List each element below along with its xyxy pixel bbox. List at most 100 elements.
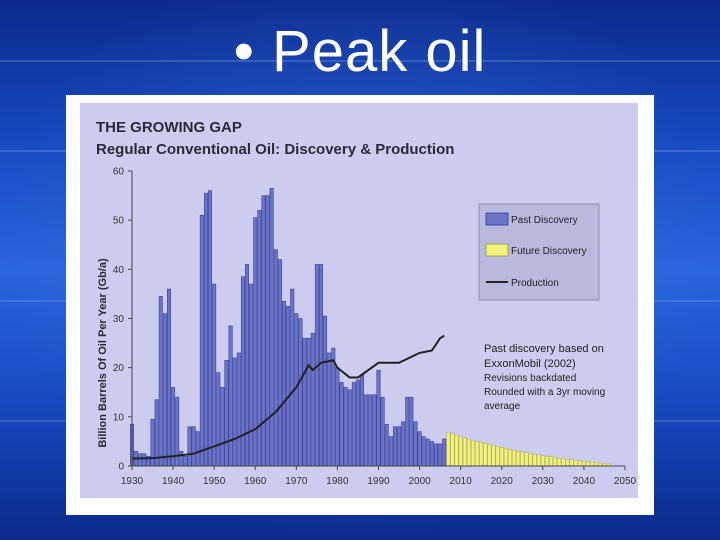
legend-label-past-discovery: Past Discovery: [511, 215, 578, 226]
x-tick-label: 2050: [614, 476, 637, 487]
past-discovery-bar: [384, 423, 389, 467]
past-discovery-bar: [343, 387, 348, 467]
past-discovery-bar: [405, 396, 410, 467]
past-discovery-bar: [154, 399, 159, 467]
past-discovery-bar: [397, 426, 402, 467]
past-discovery-bar: [376, 369, 381, 467]
x-tick-label: 2030: [532, 476, 555, 487]
x-tick-label: 1990: [367, 476, 390, 487]
future-discovery-bar: [586, 461, 590, 467]
past-discovery-bar: [240, 276, 245, 467]
future-discovery-bar: [573, 459, 578, 467]
past-discovery-bar: [442, 438, 447, 467]
past-discovery-bar: [277, 259, 282, 467]
future-discovery-bar: [475, 441, 480, 467]
chart-legend: Past Discovery Future Discovery Producti…: [478, 203, 600, 301]
past-discovery-bar: [409, 396, 414, 467]
annotation-line-3: Revisions backdated: [484, 373, 576, 384]
past-discovery-bar: [195, 431, 200, 467]
past-discovery-bar: [269, 187, 274, 467]
past-discovery-bar: [335, 367, 340, 467]
legend-swatch-past-discovery: [485, 212, 509, 226]
future-discovery-bar: [516, 451, 521, 467]
past-discovery-bar: [224, 360, 229, 467]
future-discovery-bar: [499, 447, 504, 467]
future-discovery-bar: [479, 442, 484, 467]
annotation-line-2: ExxonMobil (2002): [484, 358, 576, 370]
past-discovery-bar: [380, 396, 385, 467]
annotation-line-5: average: [484, 401, 521, 412]
past-discovery-bar: [216, 372, 221, 467]
past-discovery-bar: [245, 264, 250, 467]
past-discovery-bar: [413, 421, 418, 467]
future-discovery-bar: [594, 462, 599, 467]
x-tick-label: 2010: [450, 476, 473, 487]
past-discovery-bar: [220, 387, 225, 467]
ticks-layer: 1930 1940 1950 1960 1970 1980 1990 2000 2010 2020…: [113, 167, 637, 488]
x-tick-label: 1980: [326, 476, 349, 487]
future-discovery-bar: [540, 455, 545, 467]
future-discovery-bar: [458, 436, 463, 467]
past-discovery-bar: [438, 443, 443, 467]
past-discovery-bar: [302, 337, 307, 467]
past-discovery-bar: [228, 325, 233, 467]
future-discovery-bar: [536, 454, 541, 467]
past-discovery-bar: [331, 347, 336, 467]
future-discovery-bar: [487, 444, 492, 467]
past-discovery-bar: [171, 387, 176, 467]
past-discovery-bar: [347, 389, 352, 467]
y-tick-label: 20: [113, 363, 125, 374]
future-discovery-bar: [446, 432, 451, 467]
past-discovery-bar: [187, 426, 192, 467]
past-discovery-bar: [298, 318, 303, 467]
past-discovery-bar: [401, 421, 406, 467]
past-discovery-bar: [290, 288, 295, 467]
past-discovery-bar: [339, 382, 344, 467]
past-discovery-bar: [306, 337, 311, 467]
future-discovery-bar: [491, 445, 496, 467]
slide-title: • Peak oil: [233, 19, 487, 84]
past-discovery-bar: [208, 190, 213, 467]
past-discovery-bar: [273, 249, 278, 467]
future-discovery-bar: [508, 449, 512, 467]
past-discovery-bar: [191, 426, 196, 467]
future-discovery-bar: [545, 455, 549, 467]
past-discovery-bar: [261, 195, 266, 467]
past-discovery-bar: [236, 352, 241, 467]
future-discovery-bar: [503, 448, 508, 467]
past-discovery-bar: [323, 315, 328, 467]
y-tick-label: 0: [118, 462, 124, 473]
past-discovery-bar: [351, 382, 356, 467]
past-discovery-bar: [364, 394, 369, 467]
annotation-line-4: Rounded with a 3yr moving: [484, 387, 605, 398]
past-discovery-bar: [360, 374, 365, 467]
y-tick-label: 40: [113, 265, 125, 276]
past-discovery-bar: [368, 394, 373, 467]
x-tick-label: 1960: [244, 476, 267, 487]
future-discovery-bar: [454, 434, 459, 467]
past-discovery-bar: [421, 436, 426, 467]
chart-svg: THE GROWING GAP Regular Conventional Oil…: [80, 103, 638, 498]
y-tick-label: 30: [113, 314, 125, 325]
future-discovery-bar: [495, 446, 500, 467]
past-discovery-bar: [203, 192, 208, 467]
chart-picture-frame: THE GROWING GAP Regular Conventional Oil…: [66, 95, 654, 515]
past-discovery-bar: [162, 313, 167, 467]
future-discovery-bar: [512, 450, 517, 467]
future-discovery-bar: [450, 433, 455, 467]
past-discovery-bar: [434, 443, 438, 467]
x-tick-label: 2020: [491, 476, 514, 487]
future-discovery-bar: [565, 458, 570, 467]
future-discovery-bar: [577, 460, 582, 467]
legend-swatch-future-discovery: [485, 243, 509, 257]
future-discovery-bar: [561, 458, 566, 467]
x-tick-label: 1940: [162, 476, 185, 487]
future-discovery-bar: [532, 454, 537, 467]
chart-subtitle: Regular Conventional Oil: Discovery & Pr…: [96, 141, 454, 158]
past-discovery-bar: [286, 305, 291, 467]
y-tick-label: 50: [113, 216, 125, 227]
future-discovery-bar: [590, 461, 595, 467]
future-discovery-bar: [520, 451, 525, 467]
future-discovery-bar: [524, 452, 529, 467]
past-discovery-bar: [142, 453, 147, 467]
